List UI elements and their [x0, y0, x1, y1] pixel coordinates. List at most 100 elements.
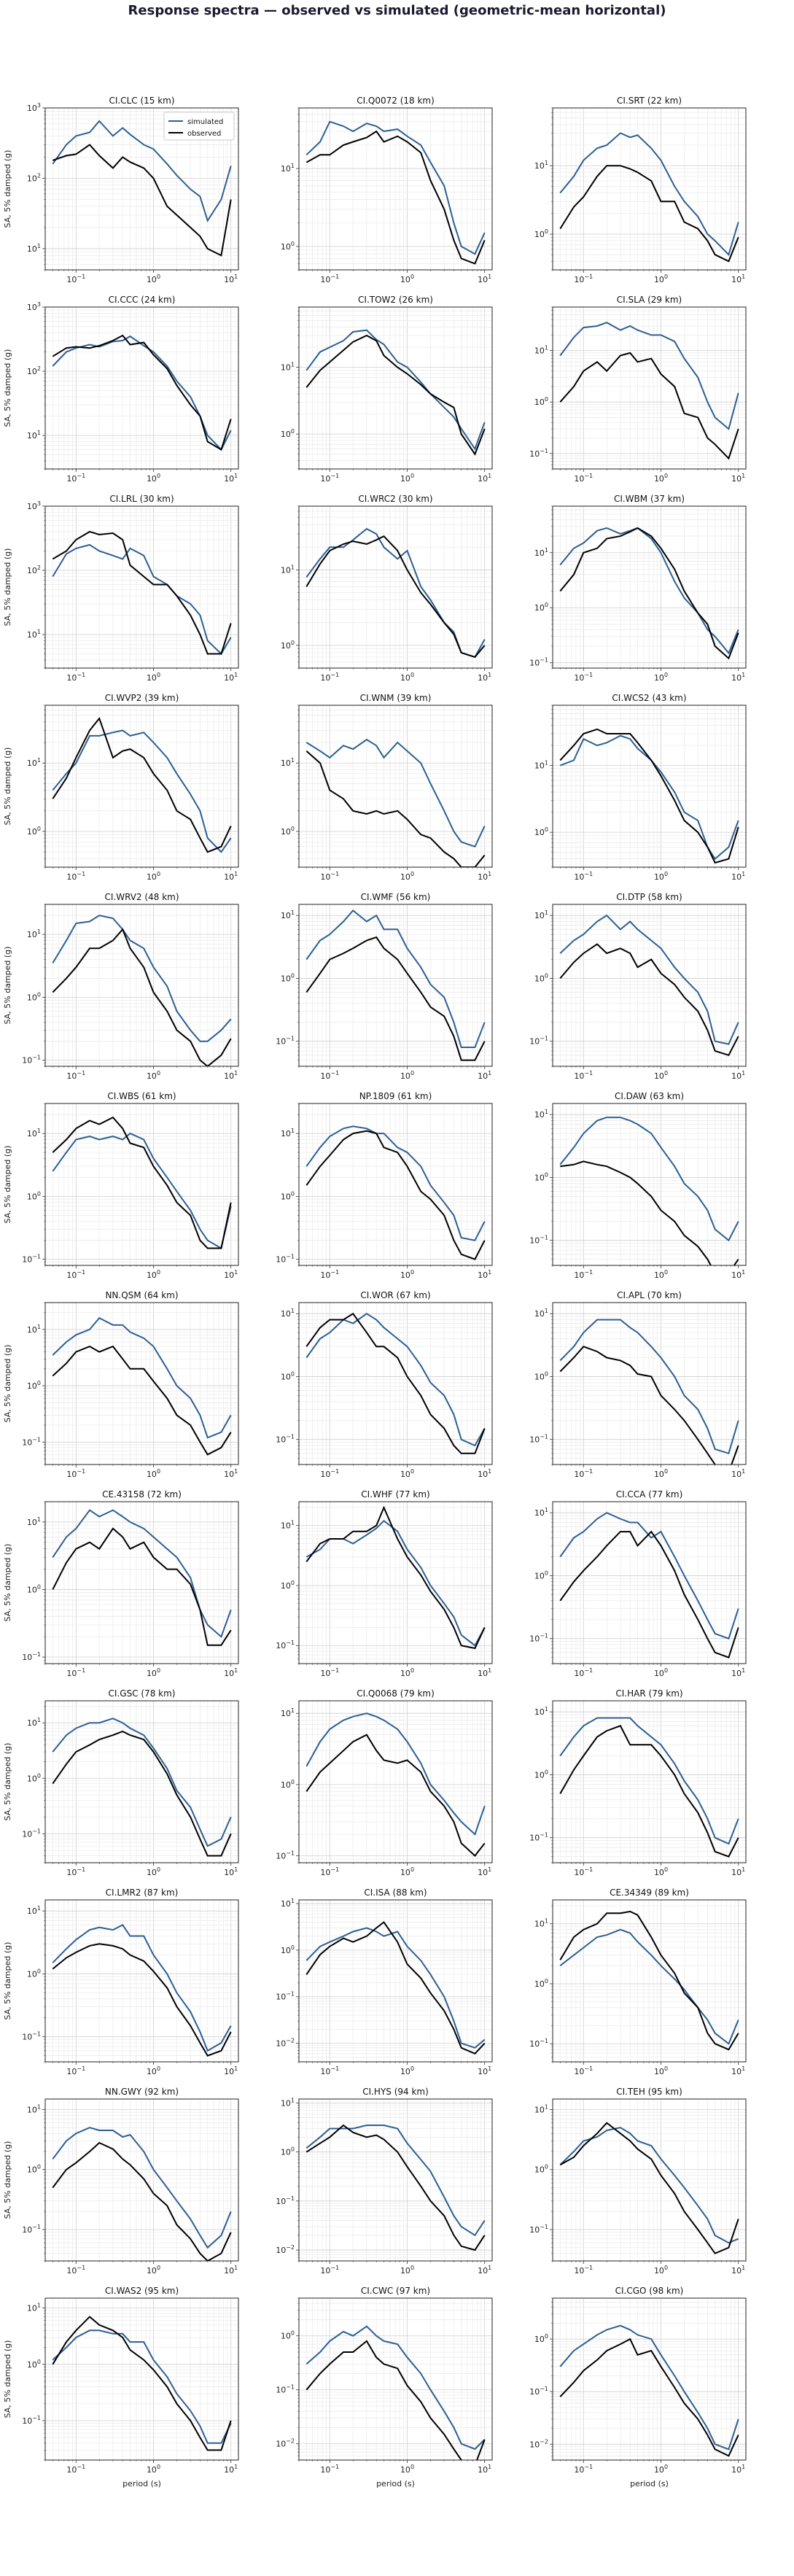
x-tick-label: 100 — [654, 2464, 668, 2475]
x-tick-label: 100 — [400, 2065, 414, 2076]
series-observed — [305, 535, 486, 659]
series-simulated — [52, 543, 232, 656]
y-tick-label: 101 — [534, 160, 548, 171]
y-tick-label: 100 — [281, 640, 295, 651]
y-tick-label: 101 — [27, 1324, 41, 1335]
series-simulated — [559, 734, 739, 861]
panel-title: CE.43158 (72 km) — [102, 1489, 182, 1500]
series-observed — [52, 1116, 232, 1249]
series-observed — [305, 1130, 486, 1260]
y-tick-label: 10−2 — [276, 2038, 295, 2049]
series-observed — [52, 1527, 232, 1646]
panel-title: CI.CCC (24 km) — [109, 295, 176, 305]
y-tick-label: 101 — [534, 1507, 548, 1518]
axes-frame — [44, 505, 239, 669]
x-tick-label: 100 — [147, 473, 160, 484]
y-tick-label: 101 — [534, 1706, 548, 1717]
series-observed — [559, 1910, 739, 2051]
panel-ci-wmf: 10−1 100 101 10−1 100 101 CI.WMF (56 km) — [276, 892, 493, 1081]
y-tick-label: 101 — [27, 1516, 41, 1527]
axes-frame — [44, 306, 239, 470]
x-tick-label: 100 — [147, 1667, 160, 1678]
series-observed — [559, 1725, 739, 1858]
series-observed — [559, 1346, 739, 1464]
x-tick-label: 10−1 — [574, 1667, 593, 1678]
y-tick-label: 100 — [534, 1769, 548, 1780]
panel-ci-daw: 10−1 100 101 10−1 100 101 CI.DAW (63 km) — [529, 1091, 747, 1280]
x-tick-label: 101 — [224, 1468, 238, 1479]
series-observed — [305, 1505, 486, 1650]
x-tick-label: 10−1 — [320, 2065, 339, 2076]
y-tick-label: 101 — [534, 345, 548, 356]
y-tick-label: 100 — [27, 1968, 41, 1979]
x-tick-label: 10−1 — [574, 273, 593, 284]
y-tick-label: 10−1 — [22, 2031, 41, 2042]
x-tick-label: 101 — [731, 672, 745, 683]
y-tick-label: 101 — [281, 1520, 295, 1531]
axes-frame — [552, 2297, 747, 2461]
y-tick-label: 101 — [534, 1109, 548, 1120]
x-tick-label: 10−1 — [320, 1866, 339, 1877]
series-simulated — [305, 1927, 486, 2049]
series-observed — [52, 928, 232, 1066]
panel-ci-lmr2: 10−1 100 101 10−1 100 101 CI.LMR2 (87 km) SA, 5… — [3, 1888, 239, 2076]
x-axis-label: period (s) — [376, 2479, 415, 2488]
x-tick-label: 100 — [147, 2265, 160, 2276]
panel-title: CI.LRL (30 km) — [109, 494, 174, 504]
panel-title: CI.TOW2 (26 km) — [358, 295, 433, 305]
x-tick-label: 100 — [400, 1468, 414, 1479]
y-tick-label: 10−1 — [22, 1436, 41, 1447]
x-tick-label: 101 — [731, 273, 745, 284]
y-tick-label: 101 — [27, 2303, 41, 2313]
axes-frame — [552, 1700, 747, 1863]
series-simulated — [305, 2125, 486, 2237]
x-tick-label: 10−1 — [320, 1667, 339, 1678]
x-tick-label: 100 — [400, 871, 414, 882]
y-tick-label: 103 — [27, 301, 41, 312]
panel-title: CI.WRC2 (30 km) — [358, 494, 432, 504]
axes-frame — [44, 2098, 239, 2262]
x-tick-label: 101 — [478, 2065, 491, 2076]
x-tick-label: 100 — [654, 2265, 668, 2276]
x-tick-label: 10−1 — [320, 2265, 339, 2276]
panel-title: CI.DTP (58 km) — [616, 892, 682, 902]
panel-title: CI.CLC (15 km) — [109, 96, 174, 106]
x-tick-label: 10−1 — [66, 1468, 85, 1479]
y-tick-label: 10−1 — [529, 2038, 548, 2049]
axes-frame — [44, 904, 239, 1067]
x-tick-label: 10−1 — [320, 871, 339, 882]
y-tick-label: 100 — [27, 991, 41, 1002]
x-tick-label: 10−1 — [320, 1269, 339, 1280]
panel-ci-teh: 10−1 100 101 10−1 100 101 CI.TEH (95 km) — [529, 2087, 747, 2276]
y-tick-label: 101 — [27, 1905, 41, 1916]
series-observed — [305, 936, 486, 1061]
x-tick-label: 101 — [731, 1269, 745, 1280]
y-axis-label: SA, 5% damped (g) — [3, 150, 12, 228]
axes-frame — [44, 107, 239, 271]
x-tick-label: 10−1 — [66, 1866, 85, 1877]
series-simulated — [559, 1117, 739, 1242]
y-tick-label: 10−1 — [276, 1036, 295, 1047]
y-tick-label: 101 — [27, 243, 41, 254]
y-axis-label: SA, 5% damped (g) — [3, 1345, 12, 1423]
panel-title: CI.WBM (37 km) — [614, 494, 685, 504]
panel-title: CI.APL (70 km) — [617, 1290, 682, 1300]
x-tick-label: 101 — [731, 1468, 745, 1479]
y-tick-label: 101 — [281, 1707, 295, 1718]
y-tick-label: 10−1 — [529, 1633, 548, 1644]
y-tick-label: 101 — [534, 2103, 548, 2114]
y-tick-label: 101 — [534, 760, 548, 771]
axes-frame — [552, 1501, 747, 1664]
y-tick-label: 103 — [27, 500, 41, 511]
y-tick-label: 10−1 — [529, 657, 548, 668]
axes-frame — [552, 705, 747, 868]
axes-frame — [552, 107, 747, 271]
axes-frame — [552, 2098, 747, 2262]
x-tick-label: 100 — [147, 2065, 160, 2076]
y-tick-label: 101 — [27, 928, 41, 939]
x-tick-label: 10−1 — [320, 273, 339, 284]
axes-frame — [552, 306, 747, 470]
y-tick-label: 100 — [534, 972, 548, 983]
y-tick-label: 10−1 — [529, 1832, 548, 1843]
y-tick-label: 100 — [281, 826, 295, 837]
